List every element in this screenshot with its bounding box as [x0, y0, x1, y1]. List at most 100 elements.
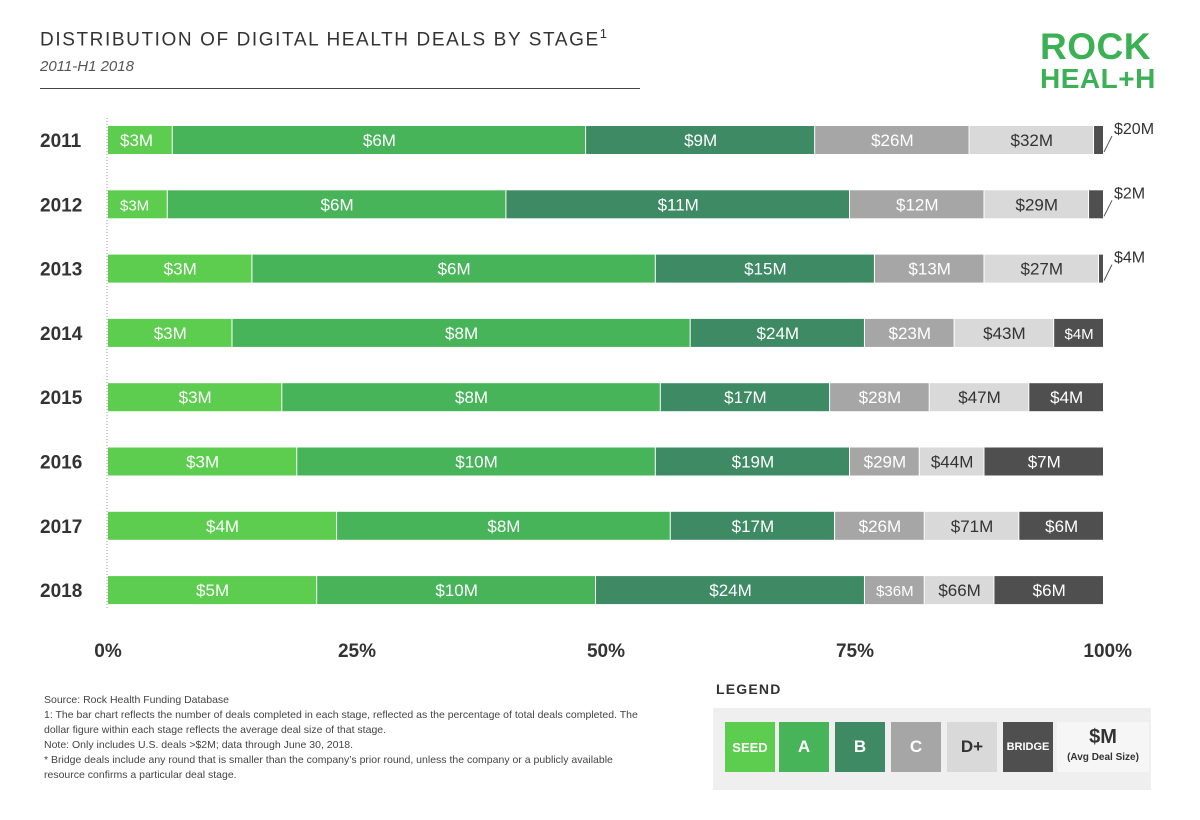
data-label: $66M [938, 581, 981, 600]
bar-segment [172, 126, 586, 154]
x-tick-label: 25% [338, 641, 376, 662]
legend-unit-sub: (Avg Deal Size) [1067, 752, 1139, 763]
data-label: $12M [896, 195, 939, 214]
bar-segment [108, 254, 252, 283]
legend-item-seed: SEED [725, 722, 775, 772]
bar-segment [232, 318, 690, 347]
chart-subtitle: 2011-H1 2018 [40, 58, 134, 75]
x-tick-label: 75% [836, 641, 874, 662]
bar-segment [108, 383, 282, 412]
bar-segment [670, 511, 835, 540]
data-label: $4M [1050, 388, 1083, 407]
year-label: 2016 [40, 453, 82, 474]
data-label: $2M [1114, 185, 1145, 202]
legend-item-bridge: BRIDGE [1003, 722, 1053, 772]
data-label: $3M [120, 197, 149, 214]
data-label: $3M [164, 260, 197, 279]
legend-unit-main: $M [1089, 726, 1117, 748]
source-note: Source: Rock Health Funding Database [44, 694, 230, 706]
bar-segment [596, 576, 864, 605]
bar-segment [830, 383, 929, 412]
data-label: $8M [445, 324, 478, 343]
data-label: $10M [435, 581, 478, 600]
data-label: $4M [206, 517, 239, 536]
bar-segment [690, 318, 864, 347]
data-label: $6M [1045, 517, 1078, 536]
rock-health-logo: ROCK HEAL+H [1040, 28, 1164, 93]
bar-segment [815, 126, 969, 154]
bar-segment [994, 576, 1103, 605]
bar-segment [1099, 254, 1103, 283]
x-tick-label: 50% [587, 641, 625, 662]
chart-title: DISTRIBUTION OF DIGITAL HEALTH DEALS BY … [40, 26, 607, 51]
bar-segment [660, 383, 830, 412]
data-label: $7M [1028, 453, 1061, 472]
year-label: 2012 [40, 195, 82, 216]
data-label: $11M [658, 195, 699, 214]
bar-segment [108, 447, 297, 476]
bar-segment [954, 318, 1054, 347]
bar-segment [864, 576, 924, 605]
legend-title: LEGEND [716, 681, 782, 697]
legend-item-d-plus: D+ [947, 722, 997, 772]
bar-segment [1094, 126, 1103, 154]
data-label: $13M [908, 260, 951, 279]
bar-segment [167, 190, 506, 219]
callout-line [1103, 135, 1113, 153]
data-label: $17M [724, 388, 767, 407]
title-footnote-mark: 1 [599, 26, 607, 41]
data-label: $3M [186, 453, 219, 472]
bar-segment [984, 254, 1099, 283]
data-label: $4M [1114, 250, 1145, 267]
data-label: $6M [321, 195, 354, 214]
bar-segment [1054, 318, 1103, 347]
bridge-footnote: * Bridge deals include any round that is… [44, 754, 613, 781]
data-label: $4M [1065, 326, 1094, 343]
data-label: $20M [1114, 121, 1154, 138]
data-label: $29M [864, 453, 907, 472]
callout-line [1103, 264, 1113, 281]
footnote-1: 1: The bar chart reflects the number of … [44, 709, 638, 736]
data-label: $47M [958, 388, 1001, 407]
data-label: $8M [455, 388, 488, 407]
data-label: $71M [951, 517, 994, 536]
legend: SEED A B C D+ BRIDGE $M (Avg Deal Size) [713, 708, 1151, 790]
bar-segment [874, 254, 984, 283]
x-tick-label: 0% [94, 641, 122, 662]
data-label: $27M [1020, 260, 1063, 279]
data-label: $24M [709, 581, 752, 600]
bar-segment [1029, 383, 1103, 412]
legend-unit: $M (Avg Deal Size) [1057, 722, 1149, 772]
bar-segment [108, 511, 337, 540]
bar-segment [655, 254, 874, 283]
data-label: $9M [684, 131, 717, 150]
data-label: $24M [757, 324, 800, 343]
bar-segment [282, 383, 660, 412]
year-label: 2014 [40, 324, 83, 345]
bar-segment [108, 318, 232, 347]
data-label: $3M [154, 324, 187, 343]
stacked-bar-chart: 2011 $3M $6M $9M $26M $32M $20M 2012 $3M $6M $11M $… [40, 118, 1154, 662]
bar-segment [850, 190, 984, 219]
data-label: $3M [120, 131, 153, 150]
legend-item-b: B [835, 722, 885, 772]
data-label: $8M [487, 517, 520, 536]
bar-segment [337, 511, 670, 540]
bar-segment [919, 447, 984, 476]
data-label: $3M [179, 388, 212, 407]
data-label: $23M [889, 324, 932, 343]
bar-segment [984, 190, 1089, 219]
bar-segment [108, 190, 167, 219]
bar-segment [586, 126, 815, 154]
bar-segment [924, 511, 1019, 540]
bar-segment [929, 383, 1029, 412]
data-label: $15M [744, 260, 787, 279]
callout-line [1103, 200, 1113, 217]
year-label: 2011 [40, 131, 82, 152]
bar-segment [108, 576, 317, 605]
year-label: 2015 [40, 388, 83, 409]
data-label: $43M [983, 324, 1026, 343]
data-label: $44M [931, 453, 974, 472]
bar-segment [297, 447, 655, 476]
data-label: $6M [438, 260, 471, 279]
